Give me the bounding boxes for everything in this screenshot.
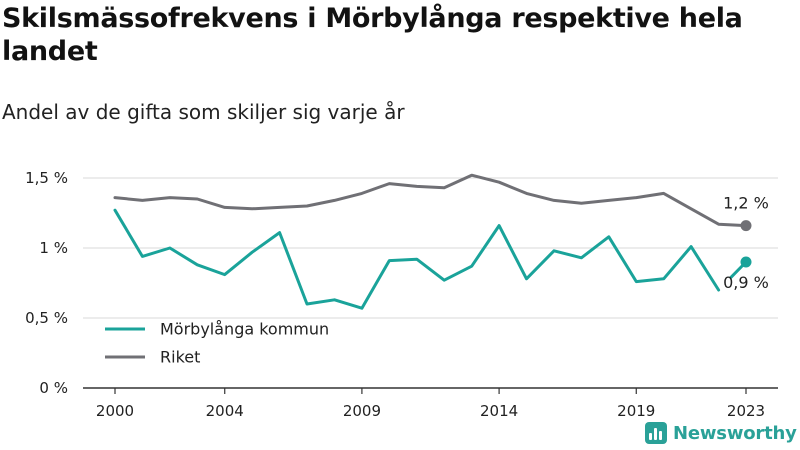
y-tick-label: 0,5 %: [25, 309, 68, 327]
end-labels: 0,9 % 1,2 %: [723, 194, 769, 292]
x-tick-label: 2000: [96, 402, 134, 420]
y-tick-label: 1,5 %: [25, 169, 68, 187]
axes: 0 % 0,5 % 1 % 1,5 % 2000 2004 2009 2014 2019 2023: [25, 169, 778, 420]
chart-title: Skilsmässofrekvens i Mörbylånga respekti…: [2, 3, 743, 67]
legend-label-morbylanga: Mörbylånga kommun: [160, 320, 329, 339]
end-point-morbylanga: [740, 256, 752, 268]
series-line-riket: [113, 173, 748, 228]
newsworthy-brand[interactable]: Newsworthy: [645, 421, 797, 445]
series-lines: [113, 173, 752, 310]
x-tick-label: 2009: [343, 402, 381, 420]
x-tick-label: 2023: [727, 402, 765, 420]
series-line-morbylanga: [113, 208, 721, 310]
brand-name: Newsworthy: [673, 422, 797, 444]
x-tick-label: 2004: [206, 402, 244, 420]
end-label-morbylanga: 0,9 %: [723, 273, 769, 292]
legend: Mörbylånga kommun Riket: [105, 320, 329, 367]
legend-label-riket: Riket: [160, 348, 200, 367]
x-tick-label: 2014: [480, 402, 518, 420]
gridlines: [83, 177, 778, 319]
y-tick-label: 0 %: [39, 379, 68, 397]
end-point-riket: [740, 220, 752, 232]
x-tick-label: 2019: [617, 402, 655, 420]
y-tick-label: 1 %: [39, 239, 68, 257]
newsworthy-logo-icon: [645, 422, 667, 444]
chart-subtitle: Andel av de gifta som skiljer sig varje …: [2, 100, 405, 124]
end-label-riket: 1,2 %: [723, 194, 769, 213]
